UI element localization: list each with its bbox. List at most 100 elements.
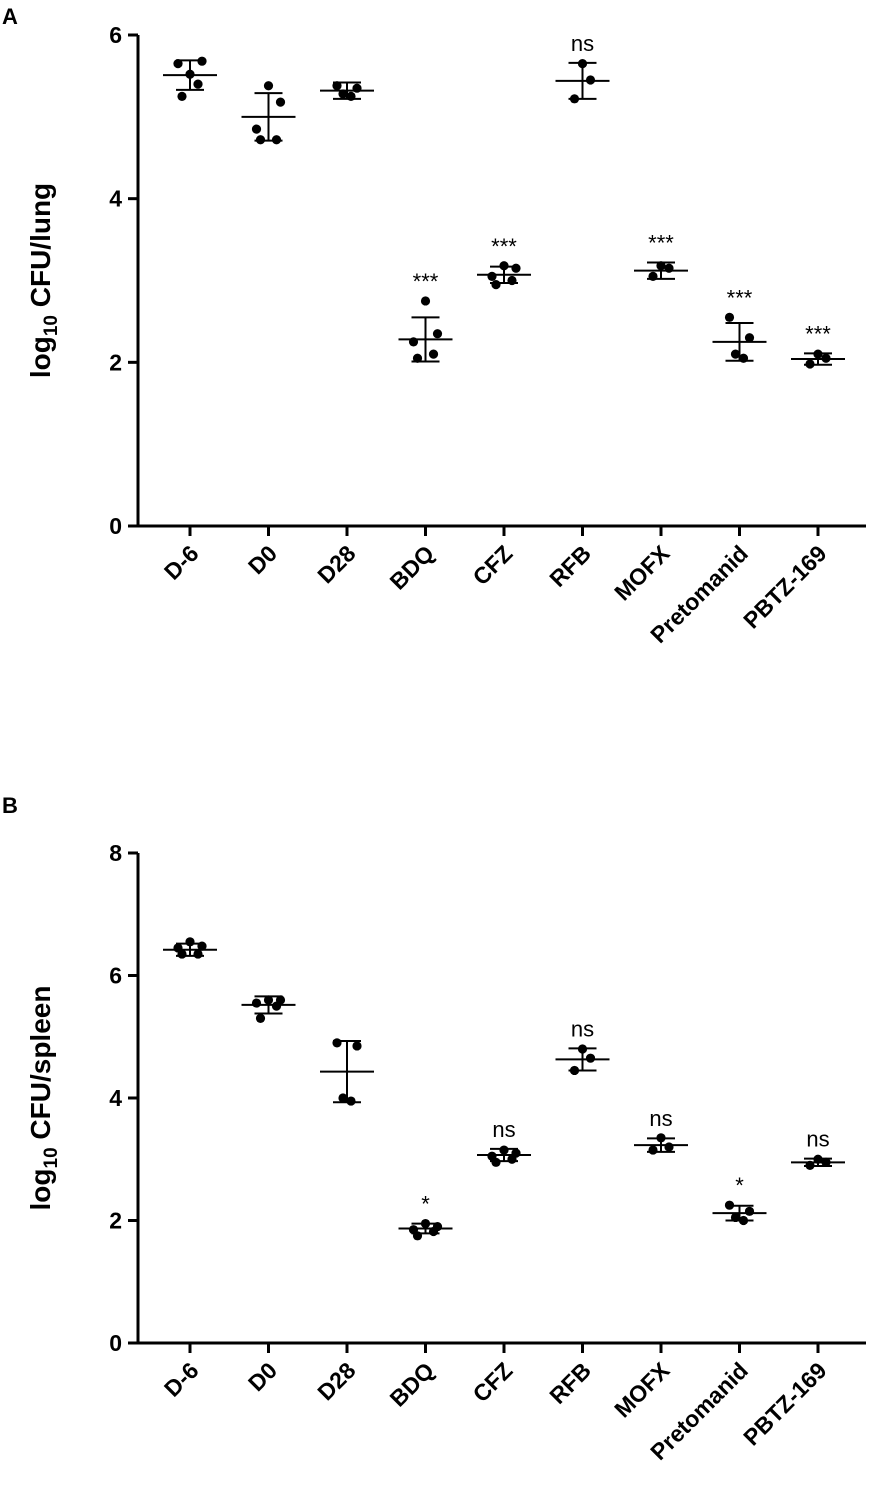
panel-a-point-pbtz-169: [821, 353, 831, 363]
panel-label-b: B: [2, 793, 18, 818]
panel-a-point-cfz: [491, 279, 501, 290]
panel-a-point-pretomanid: [738, 353, 749, 363]
panel-b-point-rfb: [577, 1044, 588, 1054]
panel-b-significance-rfb: ns: [571, 1016, 594, 1041]
panel-a-point-d-6: [185, 69, 195, 79]
panel-b-point-pretomanid: [744, 1206, 755, 1216]
panel-a-x-label-d28: D28: [312, 540, 360, 588]
panel-b-point-d-6: [185, 937, 195, 947]
panel-label-a: A: [2, 4, 18, 29]
panel-a-point-d0: [263, 81, 274, 91]
panel-a-x-label-rfb: RFB: [544, 540, 596, 592]
panel-b-x-label-pbtz-169: PBTZ-169: [738, 1357, 831, 1450]
panel-a-plot: 0 2 4 6 log10 CFU/lung D-6 D0 D28 BDQ *** CFZ *** RF…: [25, 22, 866, 648]
panel-a-point-bdq: [428, 349, 439, 359]
panel-b-point-rfb: [569, 1065, 580, 1076]
panel-b-y-tick-label: 6: [109, 963, 122, 989]
panel-b-point-d28: [352, 1041, 362, 1051]
panel-a-y-tick-label: 4: [109, 186, 122, 212]
panel-b-point-pretomanid: [738, 1215, 749, 1226]
panel-b-point-cfz: [491, 1157, 501, 1167]
panel-b-x-label-mofx: MOFX: [609, 1357, 675, 1423]
panel-a-x-label-pbtz-169: PBTZ-169: [738, 540, 831, 633]
panel-b-point-d0: [263, 995, 274, 1005]
panel-a-point-mofx: [648, 271, 658, 282]
panel-b-point-d28: [338, 1093, 348, 1103]
panel-b-point-d-6: [193, 949, 203, 959]
panel-a-significance-pbtz-169: ***: [805, 321, 831, 346]
panel-a-point-pbtz-169: [813, 349, 823, 359]
panel-b-significance-pbtz-169: ns: [806, 1127, 829, 1152]
panel-a-x-label-d0: D0: [243, 540, 282, 579]
panel-b-point-mofx: [656, 1133, 666, 1143]
panel-b-y-axis-title: log10 CFU/spleen: [25, 986, 62, 1211]
panel-b-plot: 0 2 4 6 8 log10 CFU/spleen D-6 D0 D28 BDQ * CFZ ns RF…: [25, 840, 866, 1465]
panel-b-point-mofx: [648, 1145, 658, 1155]
panel-b-point-d-6: [197, 941, 207, 951]
panel-b-point-pbtz-169: [821, 1157, 831, 1167]
panel-a-significance-mofx: ***: [648, 230, 674, 255]
panel-b-point-cfz: [507, 1154, 517, 1164]
panel-a-y-axis-title: log10 CFU/lung: [25, 183, 62, 378]
panel-b-point-bdq: [412, 1231, 423, 1241]
panel-b-point-pretomanid: [724, 1200, 735, 1210]
panel-a-significance-pretomanid: ***: [727, 285, 753, 310]
panel-a-point-cfz: [499, 261, 509, 271]
panel-a-y-tick-label: 0: [109, 513, 122, 539]
panel-b-point-pbtz-169: [813, 1154, 823, 1164]
panel-b-y-tick-label: 2: [109, 1208, 122, 1234]
panel-a-point-mofx: [664, 263, 674, 273]
panel-a-point-bdq: [420, 296, 431, 306]
panel-b-y-tick-label: 0: [109, 1330, 122, 1356]
panel-a-point-d0: [271, 135, 282, 145]
panel-a-point-d-6: [197, 56, 207, 66]
panel-a-point-bdq: [408, 337, 419, 347]
panel-a-point-rfb: [585, 75, 596, 85]
panel-a-point-pretomanid: [724, 312, 735, 322]
panel-b-point-rfb: [585, 1053, 596, 1063]
panel-b-point-bdq: [428, 1226, 439, 1237]
panel-b-x-label-bdq: BDQ: [384, 1357, 439, 1412]
panel-a-significance-cfz: ***: [491, 234, 517, 259]
panel-b-point-d0: [271, 1001, 282, 1011]
panel-a-point-pbtz-169: [805, 359, 815, 369]
panel-a-point-d28: [338, 89, 348, 99]
panel-a-point-bdq: [432, 329, 443, 339]
panel-a-point-d-6: [173, 59, 183, 69]
panel-a-significance-bdq: ***: [413, 269, 439, 294]
panel-a-significance-rfb: ns: [571, 31, 594, 56]
panel-b-y-tick-label: 8: [109, 840, 122, 866]
panel-a-point-cfz: [511, 263, 521, 273]
panel-b-point-bdq: [420, 1218, 431, 1229]
panel-b-point-d28: [346, 1096, 356, 1106]
panel-a-point-cfz: [487, 271, 497, 282]
panel-a-point-bdq: [412, 353, 423, 363]
panel-b-x-label-d0: D0: [243, 1357, 282, 1396]
panel-a-point-d-6: [193, 79, 203, 89]
panel-a-point-d28: [346, 91, 356, 101]
panel-b-point-d0: [255, 1013, 266, 1023]
panel-b-x-label-cfz: CFZ: [468, 1357, 518, 1407]
panel-a-x-label-bdq: BDQ: [384, 540, 439, 595]
panel-a-point-d0: [251, 124, 262, 134]
panel-a-x-label-mofx: MOFX: [609, 540, 675, 606]
panel-a-point-rfb: [569, 94, 580, 104]
panel-a-point-d28: [332, 81, 342, 91]
panel-a-point-rfb: [577, 59, 588, 69]
panel-b-x-label-rfb: RFB: [544, 1357, 596, 1409]
panel-b-x-label-d-6: D-6: [159, 1357, 204, 1402]
panel-b-point-pretomanid: [730, 1212, 741, 1223]
panel-a-point-cfz: [507, 275, 517, 286]
panel-a-y-tick-label: 2: [109, 349, 122, 375]
panel-b-point-d0: [251, 998, 262, 1008]
panel-b-point-d-6: [177, 949, 187, 959]
panel-b-point-mofx: [664, 1142, 674, 1152]
panel-b-significance-cfz: ns: [492, 1117, 515, 1142]
panel-b-significance-pretomanid: *: [735, 1173, 744, 1198]
panel-b-significance-mofx: ns: [649, 1106, 672, 1131]
panel-b-point-pbtz-169: [805, 1160, 815, 1170]
panel-a-point-pretomanid: [744, 333, 755, 343]
panel-a-x-label-d-6: D-6: [159, 540, 204, 585]
